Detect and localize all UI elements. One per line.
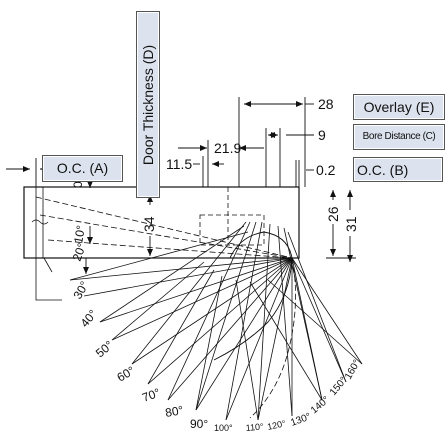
- label-overlay: Overlay (E): [353, 94, 445, 120]
- dim-width-21-9: 21.9: [214, 140, 241, 156]
- depth-dimensions: [326, 190, 356, 262]
- angle-label: 80°: [164, 403, 184, 420]
- angle-label: 140°: [309, 395, 332, 417]
- angle-label: 50°: [93, 338, 116, 361]
- label-door-thickness: Door Thickness (D): [136, 11, 160, 198]
- dim-door-thickness: 34: [141, 216, 157, 232]
- angle-label: 70°: [140, 385, 162, 404]
- label-door-thickness-text: Door Thickness (D): [140, 44, 156, 165]
- door-edge-line: [35, 258, 62, 301]
- label-bore-distance-text: Bore Distance (C): [362, 131, 436, 142]
- dim-bore-distance: 9: [318, 127, 326, 143]
- angle-label: 30°: [70, 279, 91, 302]
- dim-depth-31: 31: [343, 216, 359, 232]
- door-swing-lines: [35, 196, 363, 421]
- label-bore-distance: Bore Distance (C): [353, 124, 445, 150]
- angle-label: 20°: [70, 241, 89, 263]
- label-oc-b-text: O.C. (B): [357, 162, 409, 178]
- door-panel-closed: [23, 186, 300, 259]
- dim-depth-26: 26: [325, 206, 341, 222]
- angle-label: 60°: [115, 363, 138, 384]
- hinge-cup-outline: [199, 214, 265, 246]
- label-overlay-text: Overlay (E): [363, 99, 435, 115]
- angle-label: 90°: [190, 417, 208, 431]
- angle-label: 120°: [266, 418, 287, 432]
- label-oc-a-text: O.C. (A): [56, 160, 109, 176]
- angle-label: 40°: [78, 307, 101, 330]
- outer-sweep-curve: [249, 257, 296, 419]
- dim-oc-b: 0.2: [316, 162, 336, 178]
- label-oc-b: O.C. (B): [353, 157, 443, 182]
- angle-label: 130°: [289, 411, 312, 428]
- break-mark: [31, 219, 49, 225]
- angle-label: 110°: [245, 421, 264, 433]
- angle-label: 100°: [214, 423, 233, 433]
- dim-overlay: 28: [318, 96, 334, 112]
- dim-width-11-5: 11.5: [166, 156, 192, 172]
- angle-label: 10°: [71, 224, 88, 245]
- door-edge-line: [43, 257, 53, 273]
- label-oc-a: O.C. (A): [42, 155, 123, 182]
- top-dimension-lines: [178, 97, 314, 187]
- angle-label: 0°: [71, 176, 85, 188]
